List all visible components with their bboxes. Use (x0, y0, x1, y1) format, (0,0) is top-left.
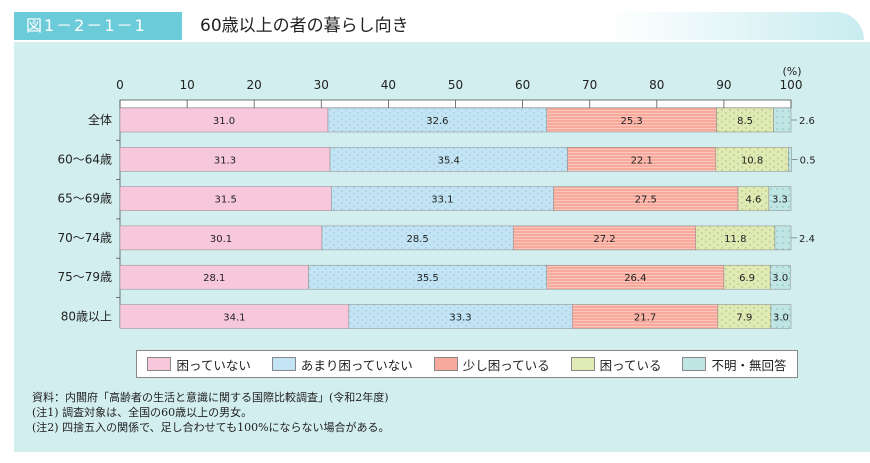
bar-segment (308, 264, 548, 290)
data-label: 3.0 (773, 313, 789, 324)
bar-segment (768, 186, 792, 211)
bar-segment (715, 147, 789, 172)
legend-label: 不明・無回答 (711, 357, 787, 373)
chart-title: 60歳以上の者の暮らし向き (200, 16, 409, 36)
legend-item: 困っている (570, 355, 662, 374)
data-label: 0.5 (800, 155, 816, 166)
legend-swatch (271, 357, 296, 371)
data-label: 22.1 (631, 155, 653, 166)
data-label: 3.3 (772, 195, 788, 206)
data-label: 2.4 (799, 234, 815, 245)
tick-label: 40 (381, 78, 396, 92)
legend-item: 不明・無回答 (682, 355, 787, 374)
data-label: 32.6 (426, 116, 448, 127)
data-label: 31.5 (215, 195, 237, 206)
data-label: 31.0 (213, 116, 235, 127)
legend-swatch (147, 357, 172, 371)
bar-segment (119, 304, 350, 329)
data-label: 27.2 (593, 234, 615, 245)
bar-segment (329, 147, 568, 172)
tick-label: 70 (582, 78, 597, 92)
data-label: 7.9 (736, 313, 752, 324)
data-label: 35.5 (417, 273, 439, 284)
data-label: 30.1 (210, 234, 232, 245)
source-note: 資料：内閣府「高齢者の生活と意識に関する国際比較調査」(令和2年度) (32, 391, 389, 404)
note-2: (注2) 四捨五入の関係で、足し合わせても100%にならない場合がある。 (32, 421, 390, 434)
data-label: 33.3 (449, 313, 471, 324)
tick-label: 30 (314, 78, 329, 92)
legend-label: あまり困っていない (300, 357, 413, 373)
bar-segment (119, 147, 331, 172)
data-label: 33.1 (431, 195, 453, 206)
data-label: 27.5 (635, 195, 657, 206)
category-label: 80歳以上 (61, 310, 112, 324)
bar-segment (769, 264, 791, 290)
data-label: 2.6 (799, 116, 815, 127)
tick-label: 0 (116, 78, 124, 92)
bar-segment (567, 147, 717, 172)
data-label: 11.8 (724, 234, 746, 245)
legend-item: 困っていない (147, 355, 251, 374)
tick-label: 90 (716, 78, 731, 92)
data-label: 26.4 (624, 273, 646, 284)
category-label: 全体 (88, 112, 112, 127)
bar-segment (546, 107, 717, 133)
bar-segment (774, 225, 792, 251)
category-label: 60～64歳 (57, 152, 112, 166)
legend-swatch (682, 357, 707, 371)
data-label: 31.3 (214, 155, 236, 166)
bar-segment (348, 304, 573, 329)
bar-segment (737, 186, 770, 211)
unit-label: (%) (782, 65, 801, 78)
note-1: (注1) 調査対象は、全国の60歳以上の男女。 (32, 406, 253, 419)
legend-item: 少し困っている (433, 355, 550, 374)
data-label: 28.1 (203, 273, 225, 284)
data-label: 25.3 (621, 116, 643, 127)
bar-segment (716, 107, 774, 133)
data-label: 3.0 (772, 273, 788, 284)
data-label: 8.5 (737, 116, 753, 127)
bar-segment (723, 264, 771, 290)
category-label: 75～79歳 (57, 270, 112, 284)
data-label: 4.6 (745, 195, 761, 206)
category-label: 70～74歳 (57, 231, 112, 245)
tick-label: 10 (179, 78, 194, 92)
figure-number: 図1－2－1－1 (14, 12, 182, 40)
legend-label: 少し困っている (462, 357, 550, 373)
bar-segment (327, 107, 548, 133)
data-label: 6.9 (739, 273, 755, 284)
tick-label: 60 (515, 78, 530, 92)
bar-segment (119, 186, 332, 211)
legend-swatch (433, 357, 458, 371)
data-label: 10.8 (741, 155, 763, 166)
legend-label: 困っている (599, 357, 662, 373)
category-label: 65～69歳 (57, 192, 112, 206)
bar-segment (770, 304, 792, 329)
tick-label: 100 (780, 78, 803, 92)
legend-item: あまり困っていない (271, 355, 413, 374)
data-label: 28.5 (406, 234, 428, 245)
bar-segment (717, 304, 772, 329)
data-label: 35.4 (438, 155, 460, 166)
bar-segment (788, 147, 792, 172)
legend-swatch (570, 357, 595, 371)
bar-segment (572, 304, 719, 329)
tick-label: 20 (247, 78, 262, 92)
tick-label: 80 (649, 78, 664, 92)
bar-segment (119, 264, 309, 290)
bar-segment (553, 186, 739, 211)
bar-segment (546, 264, 725, 290)
bar-segment (773, 107, 792, 133)
bar-segment (119, 225, 323, 251)
data-label: 34.1 (223, 313, 245, 324)
notes: 資料：内閣府「高齢者の生活と意識に関する国際比較調査」(令和2年度) (注1) … (32, 390, 390, 435)
data-label: 21.7 (634, 313, 656, 324)
tick-label: 50 (448, 78, 463, 92)
legend: 困っていない あまり困っていない 少し困っている 困っている 不明・無回答 (136, 350, 798, 378)
bar-segment (119, 107, 329, 133)
legend-label: 困っていない (176, 357, 251, 373)
